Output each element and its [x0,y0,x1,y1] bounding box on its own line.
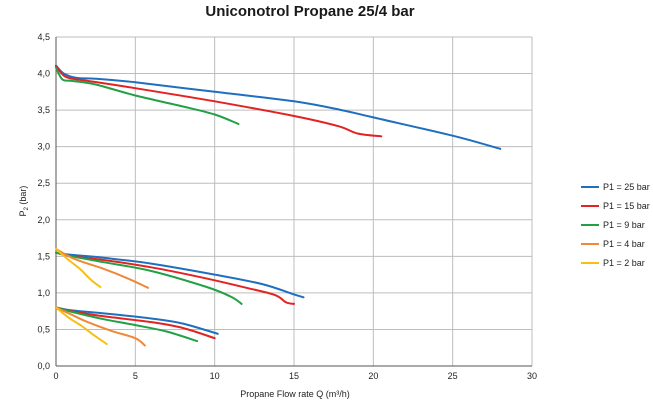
y-tick-label: 4,5 [37,32,50,42]
y-tick-label: 3,5 [37,105,50,115]
series-line [55,64,502,150]
series-line [55,306,199,343]
legend-item: P1 = 2 bar [581,258,645,268]
x-tick-label: 25 [448,371,458,381]
legend-item: P1 = 15 bar [581,201,650,211]
series-line [55,251,305,299]
series-line [55,306,146,347]
x-axis-label: Propane Flow rate Q (m³/h) [240,389,350,399]
y-axis-label-unit: (bar) [18,186,28,208]
legend-label: P1 = 15 bar [603,201,650,211]
axes: 0,0 0,5 1,0 1,5 2,0 2,5 3,0 3,5 4,0 4,5 0 5 10 15 20 25… [37,32,537,381]
y-tick-label: 0,0 [37,361,50,371]
x-tick-label: 20 [368,371,378,381]
legend-label: P1 = 25 bar [603,182,650,192]
x-tick-label: 30 [527,371,537,381]
x-tick-label: 10 [210,371,220,381]
series-3 [55,66,243,343]
y-axis-label-main: P [18,210,28,216]
series-1 [55,64,502,335]
legend-item: P1 = 25 bar [581,182,650,192]
y-tick-label: 1,5 [37,251,50,261]
series-line [55,248,102,288]
legend-item: P1 = 9 bar [581,220,645,230]
series-5 [55,248,108,346]
series-2 [55,65,383,340]
x-tick-label: 5 [133,371,138,381]
y-tick-label: 3,0 [37,142,50,152]
x-tick-label: 15 [289,371,299,381]
series-line [55,306,108,346]
y-axis-label: P2 (bar) [18,186,30,217]
y-tick-label: 2,0 [37,215,50,225]
y-tick-label: 2,5 [37,178,50,188]
series-line [55,65,383,138]
series-line [55,66,240,125]
series-line [55,251,243,305]
legend-label: P1 = 9 bar [603,220,645,230]
legend-item: P1 = 4 bar [581,239,645,249]
chart-title: Uniconotrol Propane 25/4 bar [205,3,415,20]
y-tick-label: 4,0 [37,69,50,79]
x-tick-label: 0 [53,371,58,381]
y-tick-label: 0,5 [37,324,50,334]
series-group [55,64,502,347]
y-axis-label-sub: 2 [24,206,30,210]
series-line [55,248,149,289]
legend-label: P1 = 2 bar [603,258,645,268]
series-4 [55,248,149,347]
legend: P1 = 25 bar P1 = 15 bar P1 = 9 bar P1 = 4 b… [581,182,650,268]
y-tick-label: 1,0 [37,288,50,298]
legend-label: P1 = 4 bar [603,239,645,249]
